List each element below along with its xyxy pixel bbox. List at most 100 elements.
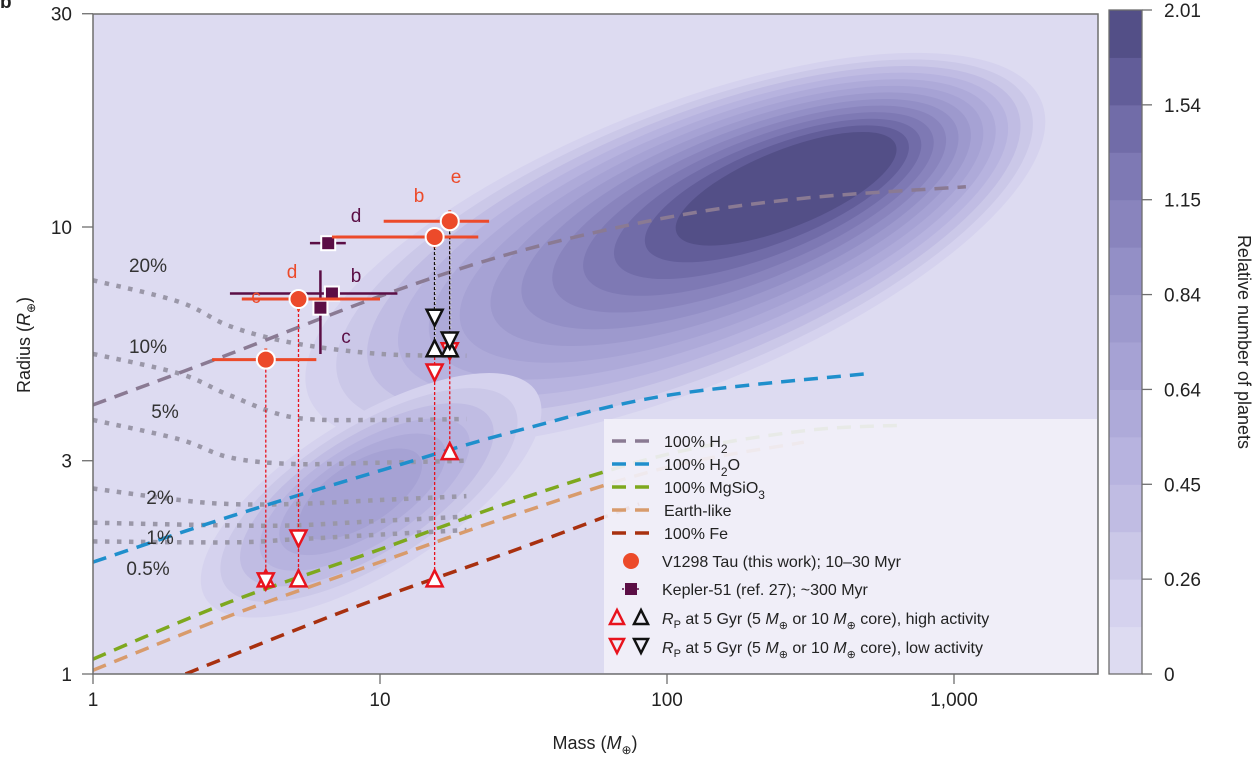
legend-label: 100% Fe xyxy=(664,526,728,543)
composition-curve-1 xyxy=(93,371,868,564)
v1298tau-label-d: d xyxy=(287,262,298,283)
legend-label: RP at 5 Gyr (5 M⊕ or 10 M⊕ core), low ac… xyxy=(662,640,983,661)
v1298tau-point-e xyxy=(383,210,490,232)
legend-red-triangle-up-icon xyxy=(607,607,627,626)
colorbar-tick-label: 0.84 xyxy=(1164,286,1201,307)
colorbar-tick-label: 0.45 xyxy=(1164,475,1201,496)
colorbar-segment xyxy=(1109,436,1142,485)
legend-red-triangle-down-icon xyxy=(607,637,627,656)
envelope-contour-0p5pct xyxy=(93,527,467,545)
envelope-contour-1pct xyxy=(93,514,467,529)
v1298tau-marker xyxy=(424,226,445,247)
y-tick-label: 30 xyxy=(51,5,72,26)
envelope-label: 0.5% xyxy=(126,559,169,580)
colorbar-tick-label: 0.64 xyxy=(1164,380,1201,401)
kepler51-marker xyxy=(312,299,329,316)
legend-entry: RP at 5 Gyr (5 M⊕ or 10 M⊕ core), low ac… xyxy=(607,637,983,661)
legend-entry: V1298 Tau (this work); 10–30 Myr xyxy=(623,553,902,571)
colorbar-frame xyxy=(1108,9,1143,675)
legend-entry: Earth-like xyxy=(612,503,732,520)
prediction-triangle-down-d xyxy=(288,529,309,550)
colorbar-segment xyxy=(1109,104,1142,153)
colorbar-segment xyxy=(1109,389,1142,438)
envelope-label: 20% xyxy=(129,256,167,277)
prediction-triangle-down-b xyxy=(424,308,445,329)
legend-entry: 100% Fe xyxy=(612,526,728,543)
envelope-contour-10pct xyxy=(93,351,467,423)
envelope-label: 5% xyxy=(151,402,179,423)
density-subneptune-level-6 xyxy=(298,448,423,540)
y-tick-label: 10 xyxy=(51,218,72,239)
envelope-label: 10% xyxy=(129,337,167,358)
legend-label: 100% MgSiO3 xyxy=(664,480,765,502)
composition-curves xyxy=(93,185,967,674)
envelope-contour-5pct xyxy=(93,417,467,467)
x-axis-label: Mass (M⊕) xyxy=(552,733,637,757)
v1298tau-label-e: e xyxy=(451,167,462,188)
legend-entry: Kepler-51 (ref. 27); ~300 Myr xyxy=(622,582,869,599)
envelope-fraction-contours xyxy=(93,278,467,545)
colorbar-tick-label: 0.26 xyxy=(1164,570,1201,591)
legend-black-triangle-down-icon xyxy=(631,637,651,656)
colorbar-tick-label: 2.01 xyxy=(1164,1,1201,22)
colorbar-segment xyxy=(1109,199,1142,248)
prediction-triangle-up-e xyxy=(439,440,460,461)
colorbar-segment xyxy=(1109,531,1142,580)
legend-entry: 100% MgSiO3 xyxy=(612,480,765,502)
kepler51-point-c xyxy=(312,270,329,354)
density-contours xyxy=(200,52,1046,618)
colorbar-segment xyxy=(1109,294,1142,343)
colorbar-segment xyxy=(1109,152,1142,201)
data-points xyxy=(212,210,490,370)
v1298tau-label-c: c xyxy=(251,287,261,308)
composition-curve-0 xyxy=(93,185,967,407)
x-tick-label: 100 xyxy=(651,690,683,711)
envelope-contour-2pct xyxy=(93,486,467,507)
colorbar-segment xyxy=(1109,57,1142,106)
colorbar-tick-label: 1.54 xyxy=(1164,96,1201,117)
legend-label: 100% H2O xyxy=(664,457,740,479)
colorbar-segment xyxy=(1109,484,1142,533)
colorbar-segment xyxy=(1109,626,1142,675)
legend-label: RP at 5 Gyr (5 M⊕ or 10 M⊕ core), high a… xyxy=(662,611,989,632)
y-axis-label: Radius (R⊕) xyxy=(14,297,38,393)
envelope-label: 1% xyxy=(146,528,174,549)
plot-frame xyxy=(92,13,1099,675)
v1298tau-label-b: b xyxy=(414,186,425,207)
density-level-13 xyxy=(675,131,897,246)
envelope-contour-20pct xyxy=(93,278,467,359)
prediction-triangle-down-e xyxy=(439,331,460,352)
prediction-triangle-up-d xyxy=(288,567,309,588)
legend-label: 100% H2 xyxy=(664,434,728,456)
legend-entry: RP at 5 Gyr (5 M⊕ or 10 M⊕ core), high a… xyxy=(607,607,989,632)
y-tick-label: 3 xyxy=(61,452,72,473)
colorbar-segment xyxy=(1109,579,1142,628)
colorbar: 0 0.26 0.45 0.64 0.84 1.15 1.54 2.01 Relative nu… xyxy=(1108,1,1254,686)
prediction-triangle-up-b xyxy=(424,567,445,588)
v1298tau-marker xyxy=(439,211,460,232)
prediction-triangle-down-b xyxy=(424,363,445,384)
composition-curve-2 xyxy=(93,423,901,661)
axes: 1 10 100 1,000 1 3 10 30 xyxy=(51,5,1099,711)
colorbar-segment xyxy=(1109,342,1142,390)
kepler51-label-d: d xyxy=(351,206,362,227)
v1298tau-point-d xyxy=(241,289,380,311)
legend-background xyxy=(604,419,1097,673)
legend-label: Kepler-51 (ref. 27); ~300 Myr xyxy=(662,582,869,599)
legend-entry: 100% H2 xyxy=(612,434,728,456)
x-tick-label: 10 xyxy=(369,690,390,711)
legend-label: Earth-like xyxy=(664,503,732,520)
legend-square-icon xyxy=(625,583,637,595)
prediction-triangle-down-c xyxy=(255,572,276,593)
kepler51-point-d xyxy=(309,235,346,252)
v1298tau-marker xyxy=(255,349,276,370)
y-tick-label: 1 xyxy=(61,665,72,686)
colorbar-label: Relative number of planets xyxy=(1234,235,1254,449)
legend-circle-icon xyxy=(623,553,639,569)
kepler51-label-b: b xyxy=(351,266,362,287)
v1298tau-marker xyxy=(288,289,309,310)
colorbar-tick-label: 0 xyxy=(1164,665,1175,686)
kepler51-label-c: c xyxy=(341,327,351,348)
